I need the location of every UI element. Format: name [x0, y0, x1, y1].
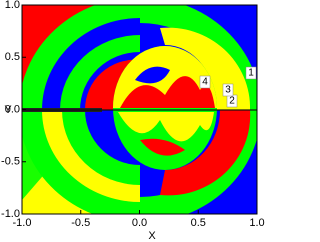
y-tick-label: -1.0 — [1, 208, 20, 220]
x-tick-label: -0.5 — [71, 217, 90, 229]
x-tick-label: 1.0 — [249, 217, 264, 229]
annotation: 2 — [229, 96, 235, 107]
annotation: 1 — [248, 68, 254, 79]
annotation-box — [245, 66, 257, 80]
x-tick-label: 0.0 — [132, 217, 147, 229]
annotation-box — [222, 83, 234, 97]
annotation: 3 — [225, 85, 231, 96]
y-axis-label: Y — [4, 104, 12, 116]
annotation: 4 — [202, 77, 208, 88]
annotation-box — [199, 75, 211, 89]
x-tick-label: -1.0 — [13, 217, 32, 229]
x-axis-label: X — [148, 230, 156, 242]
y-tick-label: 0.5 — [5, 51, 20, 63]
y-tick-label: 0.0 — [5, 103, 20, 115]
y-tick-label: -0.5 — [1, 156, 20, 168]
basin-map — [22, 5, 257, 214]
y-tick-label: 1.0 — [5, 0, 20, 11]
chart: X Y -1.0 -0.5 0.0 0.5 1.0 -1.0 -0.5 0.0 0.5 1.0 1 2… — [1, 0, 265, 242]
x-tick-label: 0.5 — [191, 217, 206, 229]
